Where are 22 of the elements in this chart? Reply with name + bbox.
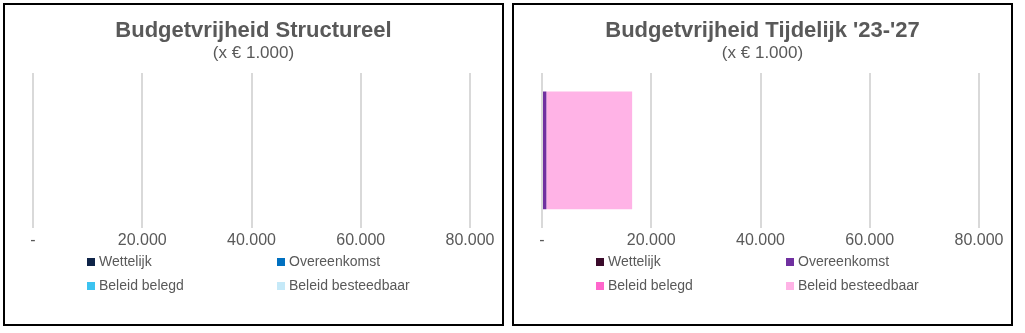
- x-tick-label: 80.000: [445, 230, 495, 248]
- x-tick-label: -: [539, 230, 545, 248]
- x-tick-label: 20.000: [117, 230, 167, 248]
- legend-label: Wettelijk: [99, 253, 152, 269]
- chart-title: Budgetvrijheid Tijdelijk '23-'27: [604, 17, 921, 43]
- legend-label: Beleid belegd: [608, 277, 693, 293]
- legend-label: Beleid besteedbaar: [798, 277, 919, 293]
- chart-subtitle: (x € 1.000): [211, 43, 296, 63]
- x-tick-label: 60.000: [336, 230, 386, 248]
- x-tick-label: 80.000: [954, 230, 1004, 248]
- legend-label: Wettelijk: [608, 253, 661, 269]
- x-tick-label: 40.000: [736, 230, 786, 248]
- legend-label: Beleid besteedbaar: [289, 277, 410, 293]
- legend-label: Beleid belegd: [99, 277, 184, 293]
- legend-label: Overeenkomst: [798, 253, 890, 269]
- x-tick-label: 40.000: [227, 230, 277, 248]
- chart-subtitle: (x € 1.000): [720, 43, 805, 63]
- x-tick-label: 20.000: [626, 230, 676, 248]
- x-tick-label: -: [30, 230, 36, 248]
- chart-title: Budgetvrijheid Structureel: [114, 17, 393, 43]
- x-tick-label: 60.000: [845, 230, 895, 248]
- legend-label: Overeenkomst: [289, 253, 381, 269]
